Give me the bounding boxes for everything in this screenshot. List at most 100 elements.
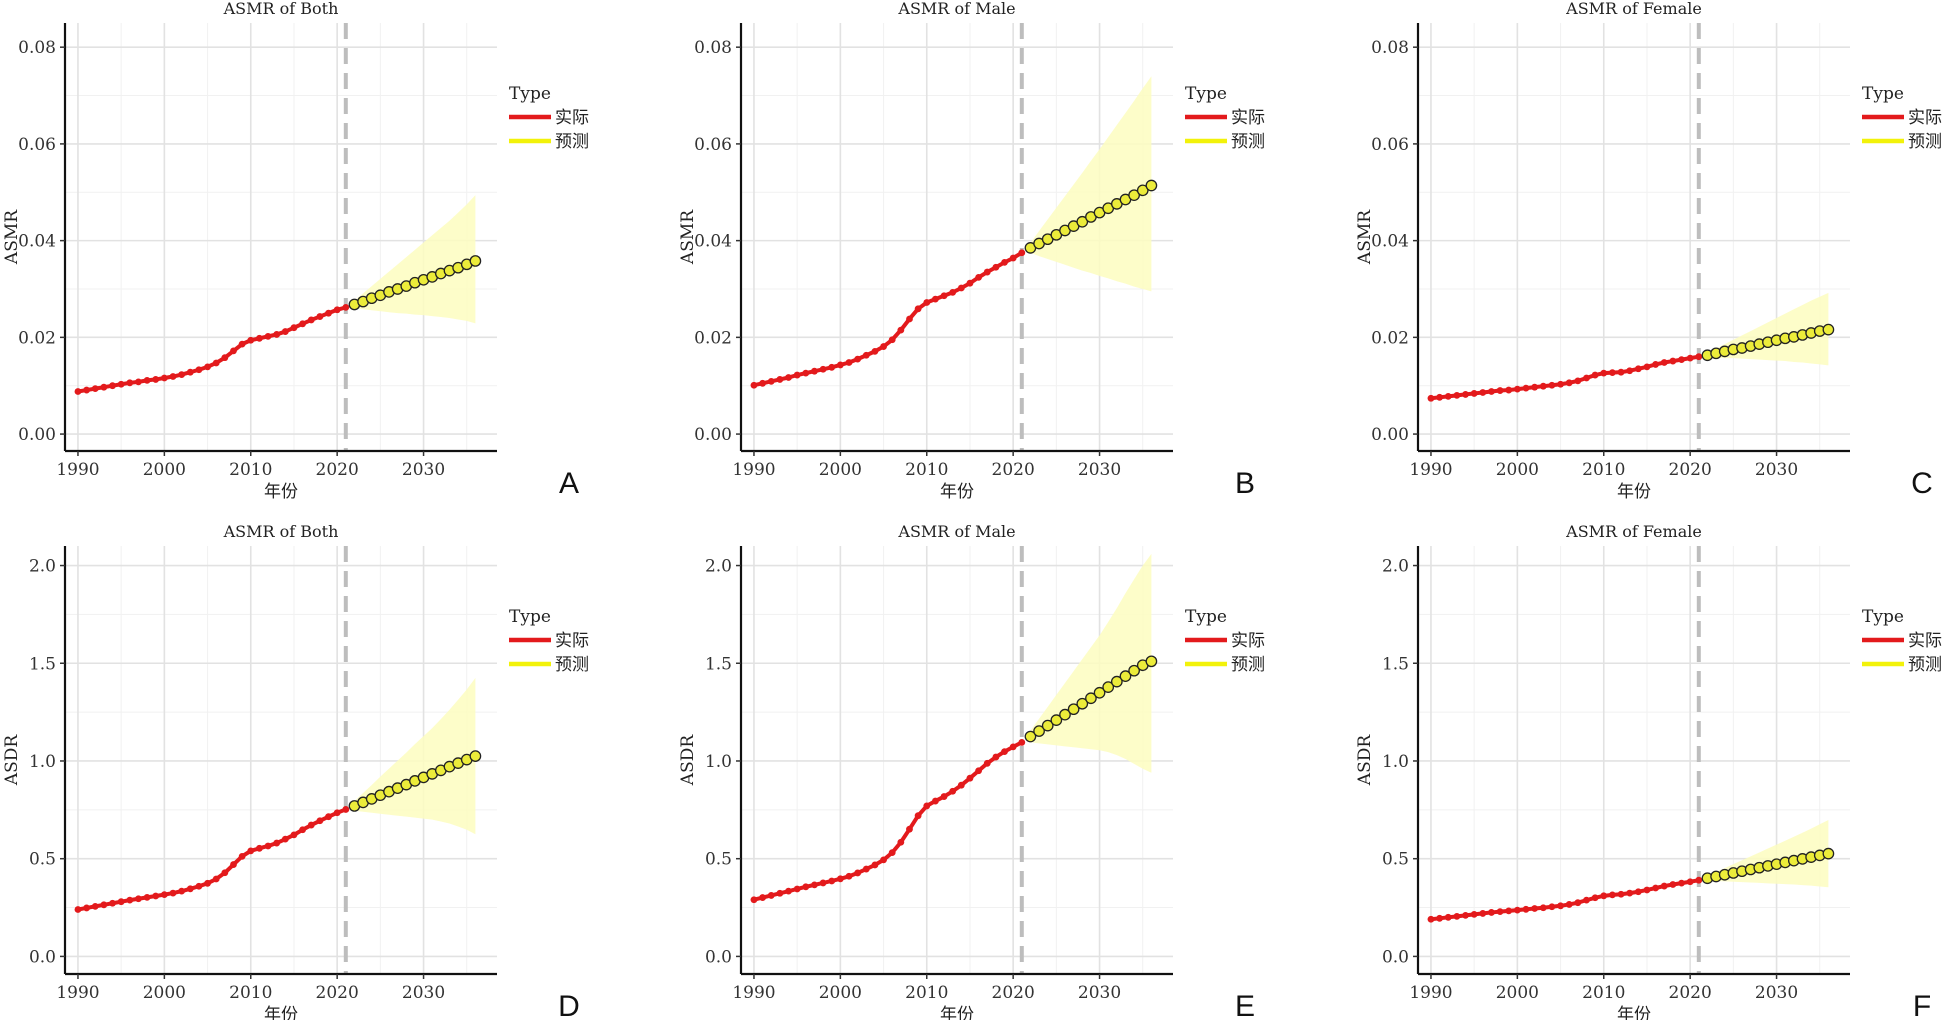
legend-label-forecast: 预测 xyxy=(1908,655,1942,675)
actual-data-point xyxy=(299,826,306,834)
actual-data-point xyxy=(1009,254,1017,262)
forecast-data-point xyxy=(1033,725,1045,737)
chart-title: ASMR of Female xyxy=(1565,522,1702,541)
actual-data-point xyxy=(1600,892,1608,900)
forecast-data-point xyxy=(469,750,482,762)
legend-label-forecast: 预测 xyxy=(555,132,589,152)
x-tick-label: 2010 xyxy=(905,460,948,480)
actual-data-point xyxy=(316,313,324,320)
actual-data-point xyxy=(957,284,965,292)
y-tick-label: 0.06 xyxy=(18,135,56,155)
actual-data-point xyxy=(1626,367,1634,375)
forecast-data-point xyxy=(1110,675,1123,688)
y-tick-label: 2.0 xyxy=(705,557,732,577)
actual-data-point xyxy=(1427,394,1435,402)
chart-title: ASMR of Female xyxy=(1565,0,1702,18)
panel-letter: E xyxy=(1235,990,1255,1020)
x-tick-label: 2030 xyxy=(1755,460,1798,480)
x-tick-label: 2010 xyxy=(1582,460,1625,480)
actual-data-point xyxy=(307,821,315,829)
forecast-data-point xyxy=(1067,703,1080,716)
actual-data-point xyxy=(273,839,281,847)
actual-data-point xyxy=(1652,361,1659,368)
chart-panel-b: 1990 2000 2010 2020 2030 0.00 0.02 0.04 0.06 0.08… xyxy=(678,0,1265,502)
forecast-data-point xyxy=(469,255,482,267)
y-axis-title: ASMR xyxy=(2,209,22,265)
actual-data-point xyxy=(281,835,289,843)
actual-data-point xyxy=(854,869,862,877)
actual-data-point xyxy=(160,891,168,899)
actual-data-point xyxy=(992,753,1000,761)
chart-title: ASMR of Both xyxy=(223,522,339,541)
actual-data-point xyxy=(204,363,211,371)
actual-data-point xyxy=(1643,886,1651,894)
x-tick-label: 2010 xyxy=(229,983,272,1003)
actual-data-point xyxy=(1634,365,1642,373)
chart-panel-a: 1990 2000 2010 2020 2030 0.00 0.02 0.04 0.06 0.08… xyxy=(2,0,589,502)
actual-data-point xyxy=(1591,371,1599,379)
actual-data-point xyxy=(880,343,887,350)
actual-data-point xyxy=(1470,390,1478,397)
actual-data-point xyxy=(1565,379,1573,387)
forecast-confidence-band xyxy=(354,195,476,324)
actual-data-point xyxy=(975,767,982,775)
y-tick-label: 0.02 xyxy=(18,328,56,348)
actual-data-point xyxy=(785,887,792,895)
x-tick-label: 2000 xyxy=(143,460,186,480)
actual-data-point xyxy=(793,885,801,893)
actual-data-point xyxy=(1660,882,1668,890)
actual-data-point xyxy=(74,906,82,913)
actual-data-point xyxy=(1669,357,1677,365)
forecast-data-point xyxy=(1059,708,1071,721)
actual-data-point xyxy=(100,383,108,391)
actual-data-point xyxy=(1444,913,1452,921)
legend-title: Type xyxy=(1185,84,1227,104)
actual-data-point xyxy=(923,299,931,306)
forecast-data-point xyxy=(1119,670,1132,683)
x-tick-label: 2020 xyxy=(992,460,1035,480)
y-tick-label: 1.5 xyxy=(29,654,56,674)
panel-letter: D xyxy=(558,990,580,1020)
x-tick-label: 2020 xyxy=(316,460,359,480)
actual-data-point xyxy=(100,901,108,909)
x-tick-label: 2000 xyxy=(1496,460,1539,480)
actual-data-point xyxy=(143,376,151,384)
legend-label-forecast: 预测 xyxy=(1231,132,1265,152)
chart-title: ASMR of Both xyxy=(223,0,339,18)
actual-data-point xyxy=(845,359,853,366)
actual-data-point xyxy=(152,376,160,383)
actual-data-point xyxy=(1617,368,1625,376)
y-tick-label: 0.5 xyxy=(1382,850,1409,870)
actual-data-point xyxy=(1660,359,1668,366)
actual-data-point xyxy=(1686,878,1694,886)
forecast-data-point xyxy=(1136,184,1149,197)
panel-letter: F xyxy=(1913,990,1931,1020)
actual-data-point xyxy=(230,347,237,355)
actual-data-point xyxy=(888,849,896,857)
actual-data-point xyxy=(186,368,194,376)
actual-data-point xyxy=(1609,891,1616,899)
forecast-data-point xyxy=(1085,692,1097,705)
y-axis-title: ASDR xyxy=(678,734,698,787)
y-tick-label: 1.0 xyxy=(29,752,56,772)
y-tick-label: 0.06 xyxy=(1371,135,1409,155)
actual-data-point xyxy=(1496,387,1504,394)
actual-data-point xyxy=(91,385,99,393)
actual-data-point xyxy=(914,812,922,820)
actual-data-point xyxy=(785,374,792,381)
actual-data-point xyxy=(1686,354,1694,362)
actual-data-point xyxy=(1574,899,1582,907)
actual-data-point xyxy=(811,881,818,889)
actual-data-point xyxy=(160,374,168,382)
y-axis-title: ASDR xyxy=(1355,734,1375,787)
actual-data-point xyxy=(1539,904,1547,912)
actual-data-point xyxy=(759,894,766,901)
chart-panel-e: 1990 2000 2010 2020 2030 0.0 0.5 1.0 1.5 2.0 ASMR … xyxy=(678,522,1265,1020)
actual-data-point xyxy=(221,354,229,362)
actual-data-point xyxy=(1496,908,1504,916)
actual-data-point xyxy=(1009,743,1017,751)
actual-data-point xyxy=(819,365,827,373)
actual-data-point xyxy=(1453,391,1461,399)
x-tick-label: 1990 xyxy=(1409,983,1452,1003)
y-tick-label: 0.00 xyxy=(18,425,56,445)
